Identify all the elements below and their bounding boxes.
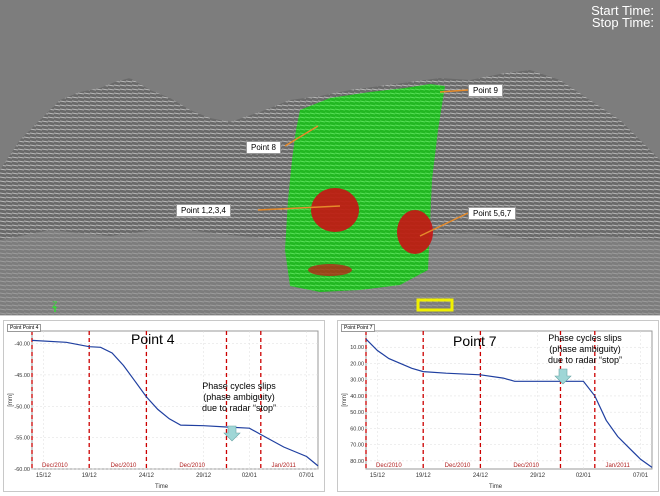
annotation-line-2: (phase ambiguity) [549,344,621,354]
x-tick-label: 19/12 [416,473,432,479]
callout-point-8: Point 8 [246,141,281,154]
x-tick-label: 24/12 [473,473,489,479]
chart-point-4-legend: Point Point 4 [7,324,42,332]
y-tick-label: 60.00 [350,426,364,432]
plot-frame [365,330,653,470]
point9-leader [439,89,469,93]
x-tick-label: 07/01 [633,473,649,479]
chart-point-7-title: Point 7 [453,333,497,349]
annotation-line-1: Phase cycles slips [548,333,622,343]
y-axis-label: [mm] [8,393,14,407]
x-tick-label: 15/12 [370,473,386,479]
annotation-arrow [554,368,572,385]
y-tick-label: -45.00 [14,373,30,379]
radar-marker [416,298,454,312]
annotation-line-3: due to radar “stop” [547,355,623,365]
z-axis-label: Z [52,300,58,310]
annotation-line-3: due to radar “stop” [201,403,277,413]
y-tick-label: -50.00 [14,404,30,410]
chart-point-4-title: Point 4 [131,331,175,347]
y-tick-label: 30.00 [350,378,364,384]
month-label: Dec/2010 [513,463,539,469]
month-label: Dec/2010 [445,463,471,469]
annotation-line-1: Phase cycles slips [202,381,276,391]
deformation-zone-567 [397,210,433,254]
x-tick-label: 19/12 [82,473,98,479]
charts-panel: -40.00 -45.00 -50.00 -55.00 -60.00 15/12 19/12… [0,315,660,496]
y-tick-label: 80.00 [350,459,364,465]
y-tick-label: 70.00 [350,443,364,449]
chart-point-7-legend: Point Point 7 [341,324,376,332]
annotation-arrow [223,425,241,442]
chart-point-7-annotation: Phase cycles slips (phase ambiguity) due… [530,333,640,366]
terrain-viewport[interactable]: Start Time: Stop Time: Point 9 Point 8 P… [0,0,660,315]
y-tick-label: 10.00 [350,345,364,351]
chart-point-4-annotation: Phase cycles slips (phase ambiguity) due… [184,381,294,414]
plot-frame [31,330,319,470]
callout-point-9: Point 9 [468,84,503,97]
deformation-zone-1234 [311,188,359,232]
month-label: Jan/2011 [606,463,631,469]
series-line [31,339,319,467]
x-axis-label: Time [489,484,503,490]
y-tick-label: -55.00 [14,436,30,442]
y-tick-label: 50.00 [350,410,364,416]
month-label: Dec/2010 [376,463,402,469]
y-tick-label: -40.00 [14,342,30,348]
series-line [365,338,653,468]
month-label: Dec/2010 [179,463,205,469]
x-tick-label: 02/01 [242,473,258,479]
terrain-render [0,70,660,315]
y-tick-label: -60.00 [14,467,30,473]
x-tick-label: 29/12 [530,473,546,479]
y-tick-label: 20.00 [350,361,364,367]
x-tick-label: 15/12 [36,473,52,479]
x-tick-label: 07/01 [299,473,315,479]
point8-leader [284,125,319,147]
point1234-leader [257,205,341,211]
chart-point-4[interactable]: -40.00 -45.00 -50.00 -55.00 -60.00 15/12 19/12… [3,320,325,492]
landslide-area [285,84,445,292]
start-time-label: Start Time: [591,3,654,18]
chart-point-7[interactable]: 10.00 20.00 30.00 40.00 50.00 60.00 70.00 80.00… [337,320,659,492]
month-label: Dec/2010 [42,463,68,469]
x-tick-label: 29/12 [196,473,212,479]
deformation-zone-low [308,264,352,276]
chart-point-4-plot: -40.00 -45.00 -50.00 -55.00 -60.00 15/12 19/12… [8,330,319,490]
x-tick-label: 02/01 [576,473,592,479]
x-tick-label: 24/12 [139,473,155,479]
chart-point-7-plot: 10.00 20.00 30.00 40.00 50.00 60.00 70.00 80.00… [342,330,653,490]
x-axis-label: Time [155,484,169,490]
month-label: Dec/2010 [111,463,137,469]
y-tick-label: 40.00 [350,394,364,400]
annotation-line-2: (phase ambiguity) [203,392,275,402]
point567-leader [419,212,469,237]
stop-time-label: Stop Time: [591,15,654,30]
month-label: Jan/2011 [272,463,297,469]
callout-point-1-2-3-4: Point 1,2,3,4 [176,204,231,217]
y-axis-label: [mm] [342,393,348,407]
callout-point-5-6-7: Point 5,6,7 [468,207,517,220]
